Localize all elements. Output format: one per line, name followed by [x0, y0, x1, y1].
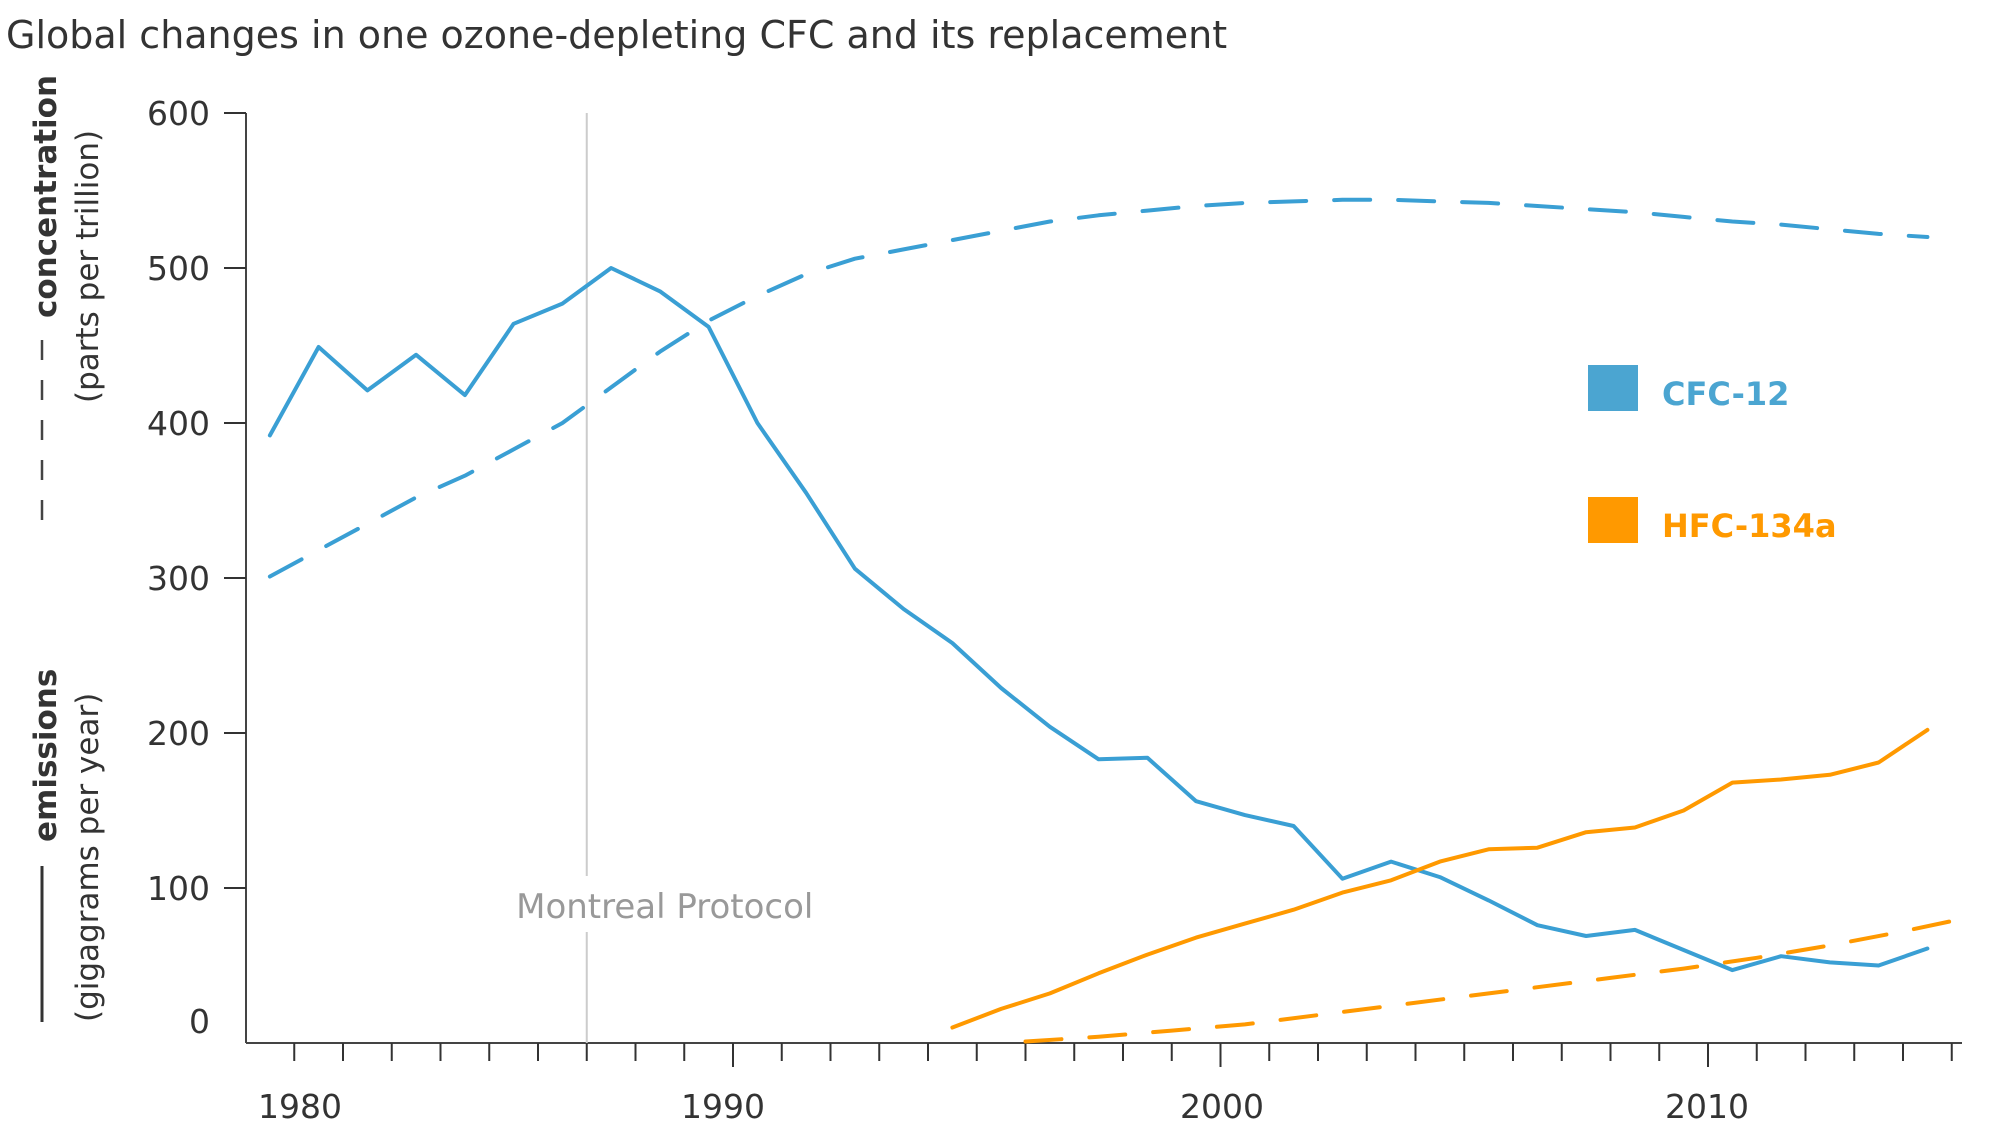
y-tick-label: 100	[147, 869, 210, 908]
y-tick-label: 300	[147, 559, 210, 598]
legend-label-hfc-134a: HFC-134a	[1662, 507, 1837, 545]
y-tick-label: 0	[189, 1002, 210, 1041]
y-tick-label: 500	[147, 249, 210, 288]
emissions-axis-label: emissions	[28, 669, 64, 842]
hfc-134a-concentration-line	[1023, 917, 1964, 1044]
emissions-axis-title: emissions (gigagrams per year)	[28, 669, 106, 1022]
montreal-protocol-label: Montreal Protocol	[516, 887, 813, 927]
x-tick-label: 1980	[258, 1087, 342, 1126]
chart-title: Global changes in one ozone-depleting CF…	[6, 13, 1227, 57]
legend-swatch-hfc-134a	[1588, 497, 1638, 543]
emissions-axis-unit: (gigagrams per year)	[70, 693, 106, 1022]
series-group	[267, 197, 1964, 1044]
x-tick-label: 2010	[1665, 1087, 1749, 1126]
x-tick-label: 1990	[681, 1087, 765, 1126]
legend-swatch-cfc-12	[1588, 365, 1638, 411]
cfc-12-emissions-line	[267, 266, 1930, 973]
legend-label-cfc-12: CFC-12	[1662, 375, 1789, 413]
y-axis: 0 100 200 300 400 500 600	[147, 94, 247, 1043]
y-tick-label: 200	[147, 714, 210, 753]
x-tick-label: 2000	[1180, 1087, 1264, 1126]
concentration-axis-unit: (parts per trillion)	[70, 130, 106, 403]
x-axis: 1980 1990 2000 2010	[246, 1042, 1962, 1126]
y-tick-label: 600	[147, 94, 210, 133]
concentration-axis-label: concentration	[28, 75, 64, 318]
y-tick-label: 400	[147, 404, 210, 443]
annotations: Montreal Protocol	[516, 113, 813, 1043]
hfc-134a-emissions-line	[950, 727, 1930, 1030]
concentration-axis-title: concentration (parts per trillion)	[28, 75, 106, 520]
cfc-12-concentration-line	[267, 197, 1930, 579]
legend: CFC-12 HFC-134a	[1588, 365, 1837, 545]
